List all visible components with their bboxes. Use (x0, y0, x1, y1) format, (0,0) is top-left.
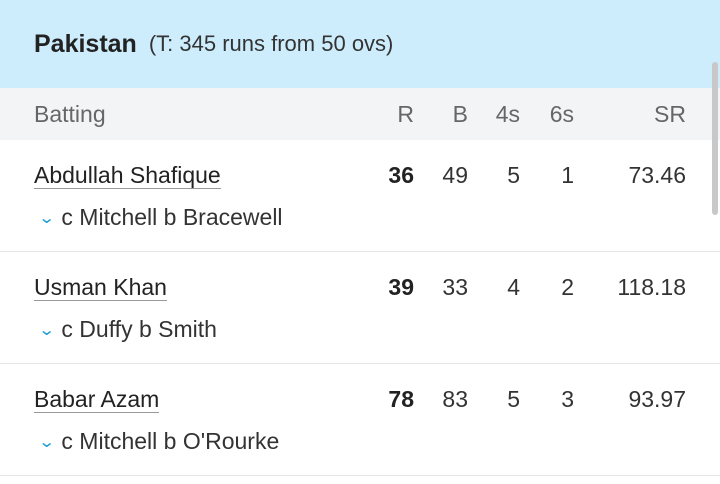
column-header: Batting R B 4s 6s SR (0, 88, 720, 140)
strike-rate: 118.18 (617, 273, 686, 300)
scrollbar[interactable] (712, 62, 718, 215)
strike-rate: 93.97 (628, 385, 686, 412)
batter-name-link[interactable]: Abdullah Shafique (34, 161, 221, 189)
fours: 5 (507, 385, 520, 412)
chevron-down-icon: ⌄ (37, 209, 56, 227)
balls: 83 (442, 385, 468, 412)
fours: 4 (507, 273, 520, 300)
col-sr: SR (654, 100, 686, 127)
batter-name-link[interactable]: Babar Azam (34, 385, 160, 413)
dismissal-text: c Duffy b Smith (61, 316, 217, 342)
balls: 49 (442, 161, 468, 188)
target-text: (T: 345 runs from 50 ovs) (148, 31, 394, 56)
dismissal-toggle[interactable]: ⌄ c Duffy b Smith (34, 316, 686, 343)
chevron-down-icon: ⌄ (37, 321, 56, 339)
batter-name-link[interactable]: Usman Khan (34, 273, 167, 301)
dismissal-toggle[interactable]: ⌄ c Mitchell b O'Rourke (34, 428, 686, 455)
balls: 33 (442, 273, 468, 300)
strike-rate: 73.46 (628, 161, 686, 188)
runs: 36 (388, 161, 414, 188)
runs: 78 (388, 385, 414, 412)
batter-row: Usman Khan 39 33 4 2 118.18 ⌄ c Duffy b S… (0, 252, 720, 364)
batter-row: Babar Azam 78 83 5 3 93.97 ⌄ c Mitchell b… (0, 364, 720, 476)
sixes: 3 (561, 385, 574, 412)
fours: 5 (507, 161, 520, 188)
col-r: R (397, 100, 414, 127)
chevron-down-icon: ⌄ (37, 433, 56, 451)
innings-header: Pakistan (T: 345 runs from 50 ovs) (0, 0, 720, 88)
team-name: Pakistan (34, 29, 137, 58)
dismissal-text: c Mitchell b O'Rourke (61, 428, 280, 454)
batter-row: Abdullah Shafique 36 49 5 1 73.46 ⌄ c Mit… (0, 140, 720, 252)
runs: 39 (388, 273, 414, 300)
sixes: 2 (561, 273, 574, 300)
col-b: B (452, 100, 468, 127)
dismissal-toggle[interactable]: ⌄ c Mitchell b Bracewell (34, 204, 686, 231)
sixes: 1 (561, 161, 574, 188)
col-batting: Batting (34, 100, 106, 127)
col-4s: 4s (495, 100, 520, 127)
dismissal-text: c Mitchell b Bracewell (61, 204, 283, 230)
col-6s: 6s (549, 100, 574, 127)
